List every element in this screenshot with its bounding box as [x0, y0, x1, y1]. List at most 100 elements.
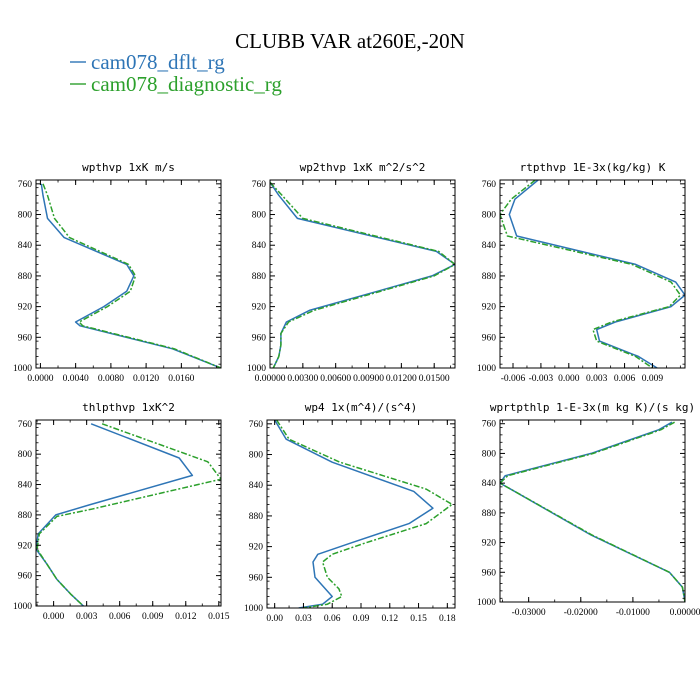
y-tick-label: 1000 — [13, 602, 32, 612]
y-tick-label: 880 — [249, 512, 264, 522]
series-line-1 — [270, 181, 455, 368]
y-tick-label: 760 — [18, 180, 33, 190]
x-tick-label: 0.18 — [439, 614, 456, 624]
y-tick-label: 960 — [249, 573, 264, 583]
series-line-0 — [508, 180, 685, 368]
series-line-1 — [500, 421, 685, 602]
x-tick-label: 0.003 — [586, 374, 608, 384]
series-line-0 — [270, 181, 455, 368]
legend-label-1: cam078_diagnostic_rg — [91, 72, 282, 96]
series-line-1 — [500, 180, 682, 368]
x-tick-label: 0.00300 — [287, 374, 318, 384]
y-tick-label: 800 — [249, 451, 264, 461]
x-tick-label: 0.00600 — [320, 374, 351, 384]
y-tick-label: 760 — [249, 420, 264, 430]
y-tick-label: 840 — [249, 481, 264, 491]
panel-1: wp2thvp 1xK m^2/s^2 760 800 840 880 920 960 100… — [247, 161, 456, 384]
legend-label-0: cam078_dflt_rg — [91, 50, 225, 74]
y-tick-label: 880 — [482, 509, 497, 519]
y-tick-label: 920 — [482, 539, 497, 549]
y-tick-label: 840 — [482, 241, 497, 251]
y-tick-label: 840 — [18, 481, 33, 491]
y-tick-label: 920 — [249, 543, 264, 553]
panel-title: thlpthvp 1xK^2 — [82, 401, 175, 414]
panels: wpthvp 1xK m/s76080084088092096010000.00… — [13, 161, 700, 624]
y-tick-label: 760 — [482, 420, 497, 430]
x-tick-label: -0.006 — [501, 374, 526, 384]
plot-frame — [35, 419, 222, 607]
plot-frame — [266, 419, 456, 609]
panel-title: wprtpthlp 1-E-3x(m kg K)/(s kg) — [490, 401, 695, 414]
x-tick-label: 0.00000 — [255, 374, 286, 384]
x-tick-label: 0.0000 — [27, 374, 53, 384]
y-tick-label: 960 — [482, 568, 497, 578]
x-tick-label: 0.006 — [109, 612, 131, 622]
y-tick-label: 960 — [18, 333, 33, 343]
y-tick-label: 800 — [482, 211, 497, 221]
x-tick-label: 0.0120 — [133, 374, 159, 384]
panel-title: rtpthvp 1E-3x(kg/kg) K — [520, 161, 666, 174]
x-tick-label: 0.15 — [410, 614, 427, 624]
x-tick-label: -0.02000 — [564, 608, 598, 618]
series-line-0 — [274, 420, 434, 608]
plot-frame — [35, 179, 222, 369]
x-tick-label: 0.00000 — [670, 608, 700, 618]
x-tick-label: 0.015 — [208, 612, 230, 622]
y-tick-label: 1000 — [13, 364, 32, 374]
x-tick-label: 0.09 — [353, 614, 370, 624]
panel-3: thlpthvp 1xK^2 760 800 840 880 920 960 1000 0.00… — [13, 401, 230, 622]
y-tick-label: 920 — [18, 303, 33, 313]
y-tick-label: 840 — [482, 479, 497, 489]
y-tick-label: 1000 — [477, 598, 496, 608]
x-tick-label: 0.03 — [295, 614, 312, 624]
x-tick-label: -0.03000 — [512, 608, 546, 618]
plot-frame — [499, 179, 686, 369]
x-tick-label: 0.006 — [614, 374, 636, 384]
y-tick-label: 800 — [482, 449, 497, 459]
x-tick-label: 0.01200 — [386, 374, 417, 384]
x-tick-label: 0.009 — [142, 612, 164, 622]
x-tick-label: 0.000 — [43, 612, 65, 622]
y-tick-label: 840 — [252, 241, 267, 251]
plot-frame — [499, 419, 686, 603]
y-tick-label: 880 — [252, 272, 267, 282]
x-tick-label: 0.00900 — [353, 374, 384, 384]
x-tick-label: 0.0160 — [168, 374, 194, 384]
panel-title: wpthvp 1xK m/s — [82, 161, 175, 174]
y-tick-label: 800 — [18, 211, 33, 221]
y-tick-label: 960 — [18, 572, 33, 582]
x-tick-label: 0.00 — [266, 614, 283, 624]
panel-title: wp2thvp 1xK m^2/s^2 — [300, 161, 426, 174]
y-tick-label: 760 — [18, 420, 33, 430]
x-tick-label: 0.0040 — [63, 374, 89, 384]
figure-title: CLUBB VAR at260E,-20N — [235, 29, 465, 53]
y-tick-label: 760 — [252, 180, 267, 190]
series-line-1 — [275, 420, 453, 608]
panel-2: rtpthvp 1E-3x(kg/kg) K 760 800 840 880 920 960… — [477, 161, 686, 384]
x-tick-label: 0.06 — [324, 614, 341, 624]
x-tick-label: -0.003 — [529, 374, 554, 384]
series-line-0 — [500, 421, 685, 602]
x-tick-label: 0.0080 — [98, 374, 124, 384]
y-tick-label: 1000 — [244, 604, 263, 614]
x-tick-label: 0.12 — [381, 614, 398, 624]
x-tick-label: -0.01000 — [616, 608, 650, 618]
y-tick-label: 960 — [252, 333, 267, 343]
y-tick-label: 960 — [482, 333, 497, 343]
series-line-1 — [36, 423, 221, 606]
series-line-1 — [42, 183, 221, 368]
x-tick-label: 0.009 — [642, 374, 664, 384]
y-tick-label: 800 — [252, 211, 267, 221]
legend: cam078_dflt_rg cam078_diagnostic_rg — [70, 50, 282, 96]
plot-frame — [269, 179, 456, 369]
panel-4: wp4 1x(m^4)/(s^4)76080084088092096010000… — [244, 401, 456, 624]
x-tick-label: 0.01500 — [419, 374, 450, 384]
x-tick-label: 0.012 — [175, 612, 197, 622]
y-tick-label: 920 — [252, 303, 267, 313]
y-tick-label: 760 — [482, 180, 497, 190]
y-tick-label: 880 — [18, 272, 33, 282]
y-tick-label: 840 — [18, 241, 33, 251]
series-line-0 — [40, 183, 221, 368]
y-tick-label: 880 — [482, 272, 497, 282]
